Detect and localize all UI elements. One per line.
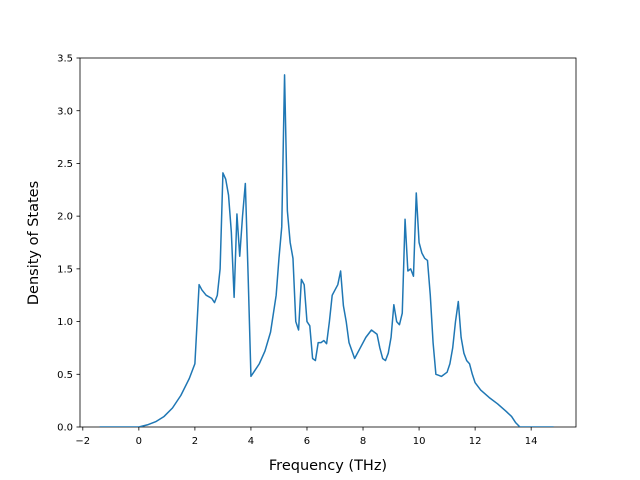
y-tick-label: 2.0 [57, 212, 73, 223]
y-tick-label: 3.0 [57, 106, 73, 117]
x-tick-label: 4 [248, 436, 254, 447]
x-tick-label: 0 [136, 436, 142, 447]
x-tick-label: 2 [192, 436, 198, 447]
plot-frame [79, 57, 577, 428]
y-tick-label: 0.0 [57, 423, 73, 434]
x-tick-label: 8 [360, 436, 366, 447]
y-tick-label: 1.0 [57, 317, 73, 328]
x-axis-ticks: −2 0 2 4 6 8 10 12 14 [75, 427, 538, 447]
series-layer [99, 74, 554, 427]
x-tick-label: −2 [75, 436, 90, 447]
y-tick-label: 1.5 [57, 264, 73, 275]
x-axis-label: Frequency (THz) [269, 458, 387, 474]
y-axis-ticks: 0.0 0.5 1.0 1.5 2.0 2.5 3.0 3.5 [57, 54, 80, 434]
x-tick-label: 6 [304, 436, 310, 447]
x-tick-label: 12 [469, 436, 482, 447]
y-axis-label: Density of States [26, 181, 42, 305]
y-tick-label: 0.5 [57, 370, 73, 381]
y-tick-label: 3.5 [57, 54, 73, 65]
dos-series-line [99, 74, 554, 427]
y-tick-label: 2.5 [57, 159, 73, 170]
x-tick-label: 10 [413, 436, 426, 447]
axes-frame [79, 57, 577, 428]
x-tick-label: 14 [525, 436, 538, 447]
